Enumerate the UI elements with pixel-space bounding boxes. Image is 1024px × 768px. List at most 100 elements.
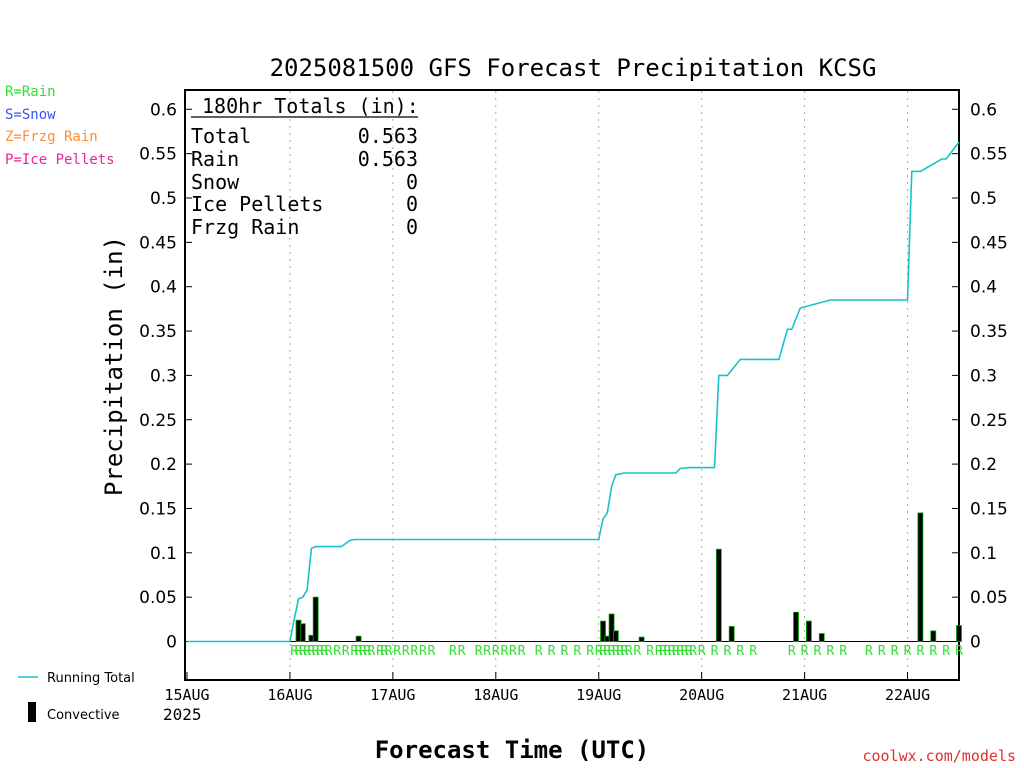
rain-marker: R <box>711 644 719 659</box>
rain-marker: R <box>612 644 620 659</box>
rain-marker: R <box>595 644 603 659</box>
rain-marker: R <box>878 644 886 659</box>
y-tick-label-left: 0.45 <box>139 233 177 253</box>
convective-bar <box>299 623 306 642</box>
rain-marker: R <box>316 644 324 659</box>
rain-marker: R <box>603 644 611 659</box>
ptype-key-snow: S=Snow <box>5 107 56 123</box>
rain-marker: R <box>325 644 333 659</box>
running-total-line <box>187 141 960 643</box>
rain-marker: R <box>363 644 371 659</box>
rain-marker: R <box>368 644 376 659</box>
rain-marker: R <box>788 644 796 659</box>
y-tick-label-right: 0.3 <box>970 366 997 386</box>
rain-marker: R <box>942 644 950 659</box>
rain-marker: R <box>333 644 341 659</box>
x-axis-label: Forecast Time (UTC) <box>375 736 650 764</box>
rain-marker: R <box>449 644 457 659</box>
x-tick-label: 19AUG <box>576 686 621 704</box>
x-axis: 15AUG 16AUG 17AUG 18AUG 19AUG 20AUG 21AUG 22AUG <box>164 672 930 704</box>
y-tick-label-left: 0.55 <box>139 145 177 165</box>
totals-value-ice-pellets: 0 <box>406 192 418 216</box>
rain-marker: R <box>419 644 427 659</box>
legend-convective-label: Convective <box>47 708 120 723</box>
legend-convective-swatch <box>28 702 36 722</box>
rain-marker: R <box>500 644 508 659</box>
rain-marker: R <box>295 644 303 659</box>
rain-marker: R <box>633 644 641 659</box>
ptype-key-ice-pellets: P=Ice Pellets <box>5 152 115 168</box>
rain-marker: R <box>359 644 367 659</box>
convective-bar <box>312 596 319 642</box>
rain-marker: R <box>303 644 311 659</box>
rain-marker: R <box>689 644 697 659</box>
rain-marker: R <box>561 644 569 659</box>
convective-bar <box>818 633 825 642</box>
rain-marker: R <box>655 644 663 659</box>
x-tick-label: 17AUG <box>370 686 415 704</box>
convective-bar <box>638 636 645 642</box>
convective-bar <box>917 512 924 642</box>
chart-title: 2025081500 GFS Forecast Precipitation KC… <box>270 54 877 82</box>
y-tick-label-left: 0.25 <box>139 411 177 431</box>
rain-marker: R <box>749 644 757 659</box>
rain-marker: R <box>916 644 924 659</box>
rain-marker: R <box>599 644 607 659</box>
rain-marker: R <box>492 644 500 659</box>
totals-value-snow: 0 <box>406 170 418 194</box>
rain-marker: R <box>676 644 684 659</box>
y-tick-label-right: 0.15 <box>970 499 1008 519</box>
totals-label-freezing-rain: Frzg Rain <box>191 215 299 239</box>
convective-bar <box>608 613 615 642</box>
y-tick-label-left: 0.3 <box>150 366 177 386</box>
rain-marker: R <box>625 644 633 659</box>
x-tick-label: 15AUG <box>164 686 209 704</box>
x-tick-label: 18AUG <box>473 686 518 704</box>
y-tick-label-left: 0.5 <box>150 189 177 209</box>
x-tick-label: 20AUG <box>679 686 724 704</box>
ptype-key-freezing-rain: Z=Frzg Rain <box>5 129 98 145</box>
rain-marker: R <box>685 644 693 659</box>
y-tick-label-right: 0.1 <box>970 544 997 564</box>
y-tick-label-right: 0.4 <box>970 278 997 298</box>
legend: Running Total Convective <box>18 671 135 723</box>
y-tick-label-left: 0.4 <box>150 278 177 298</box>
totals-value-rain: 0.563 <box>358 147 418 171</box>
y-tick-label-left: 0.1 <box>150 544 177 564</box>
rain-marker: R <box>586 644 594 659</box>
convective-bars <box>295 512 962 642</box>
credit-text: coolwx.com/models <box>862 747 1016 765</box>
rain-marker: R <box>428 644 436 659</box>
rain-marker: R <box>723 644 731 659</box>
convective-bar <box>612 630 619 642</box>
rain-marker: R <box>307 644 315 659</box>
y-tick-label-left: 0.05 <box>139 588 177 608</box>
legend-running-total-label: Running Total <box>47 671 135 686</box>
rain-marker: R <box>663 644 671 659</box>
rain-marker: R <box>929 644 937 659</box>
running-total-series <box>187 141 960 643</box>
totals-label-snow: Snow <box>191 170 240 194</box>
rain-marker: R <box>616 644 624 659</box>
y-tick-label-right: 0.6 <box>970 100 997 120</box>
rain-marker: R <box>393 644 401 659</box>
rain-marker: R <box>736 644 744 659</box>
x-tick-label: 22AUG <box>885 686 930 704</box>
rain-marker: R <box>621 644 629 659</box>
rain-marker: R <box>659 644 667 659</box>
rain-marker: R <box>299 644 307 659</box>
rain-marker: R <box>483 644 491 659</box>
y-tick-label-right: 0.25 <box>970 411 1008 431</box>
totals-label-total: Total <box>191 124 251 148</box>
x-tick-label: 21AUG <box>782 686 827 704</box>
y-tick-label-right: 0.5 <box>970 189 997 209</box>
rain-marker: R <box>698 644 706 659</box>
rain-marker: R <box>865 644 873 659</box>
rain-marker: R <box>312 644 320 659</box>
rain-marker: R <box>518 644 526 659</box>
rain-marker: R <box>955 644 963 659</box>
rain-marker: R <box>410 644 418 659</box>
rain-marker: R <box>342 644 350 659</box>
totals-value-freezing-rain: 0 <box>406 215 418 239</box>
